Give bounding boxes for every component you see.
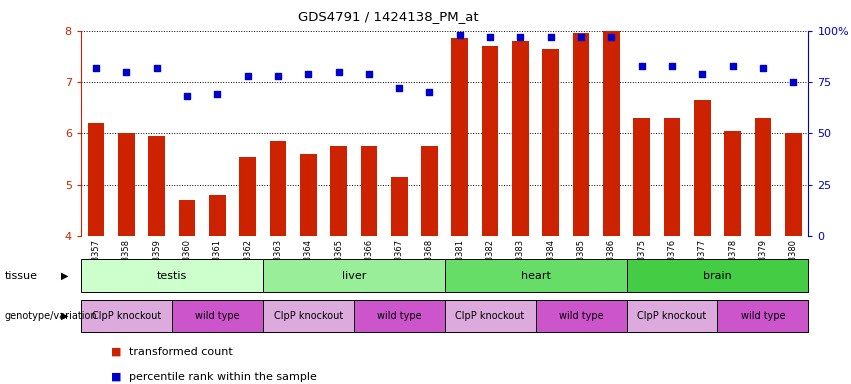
Text: ■: ■	[111, 347, 121, 357]
Point	[726, 63, 740, 69]
Text: transformed count: transformed count	[129, 347, 233, 357]
Point	[514, 34, 528, 40]
Text: ClpP knockout: ClpP knockout	[274, 311, 343, 321]
Bar	[452, 38, 468, 236]
Text: genotype/variation: genotype/variation	[4, 311, 97, 321]
Bar	[330, 146, 347, 236]
Point	[635, 63, 648, 69]
Point	[786, 79, 800, 85]
Bar	[179, 200, 195, 236]
Point	[332, 69, 346, 75]
Bar	[573, 33, 590, 236]
Text: percentile rank within the sample: percentile rank within the sample	[129, 372, 317, 382]
Bar	[354, 300, 444, 332]
Bar	[209, 195, 226, 236]
Bar	[361, 146, 377, 236]
Bar	[755, 118, 771, 236]
Bar	[300, 154, 317, 236]
Text: wild type: wild type	[377, 311, 421, 321]
Text: ▶: ▶	[61, 311, 69, 321]
Bar	[717, 300, 808, 332]
Bar	[239, 157, 256, 236]
Text: ■: ■	[111, 372, 121, 382]
Point	[665, 63, 679, 69]
Bar	[785, 134, 802, 236]
Point	[150, 65, 163, 71]
Point	[695, 71, 709, 77]
Bar	[535, 300, 626, 332]
Point	[423, 89, 437, 95]
Text: heart: heart	[521, 270, 551, 281]
Bar	[88, 123, 105, 236]
Bar	[542, 49, 559, 236]
Bar	[81, 259, 263, 292]
Bar	[603, 31, 620, 236]
Bar	[391, 177, 408, 236]
Text: wild type: wild type	[559, 311, 603, 321]
Point	[301, 71, 315, 77]
Point	[89, 65, 103, 71]
Text: wild type: wild type	[740, 311, 785, 321]
Bar	[444, 300, 535, 332]
Bar	[633, 118, 650, 236]
Text: ClpP knockout: ClpP knockout	[637, 311, 706, 321]
Point	[241, 73, 254, 79]
Bar	[270, 141, 286, 236]
Point	[604, 34, 618, 40]
Point	[574, 34, 588, 40]
Point	[180, 93, 194, 99]
Bar	[694, 100, 711, 236]
Bar	[172, 300, 263, 332]
Point	[271, 73, 285, 79]
Bar	[664, 118, 680, 236]
Text: liver: liver	[341, 270, 366, 281]
Text: tissue: tissue	[4, 270, 37, 281]
Bar	[421, 146, 437, 236]
Point	[210, 91, 224, 98]
Bar	[263, 259, 444, 292]
Point	[757, 65, 770, 71]
Bar	[263, 300, 354, 332]
Bar	[512, 41, 528, 236]
Text: ClpP knockout: ClpP knockout	[455, 311, 525, 321]
Text: wild type: wild type	[195, 311, 240, 321]
Text: brain: brain	[703, 270, 732, 281]
Bar	[626, 259, 808, 292]
Point	[544, 34, 557, 40]
Bar	[626, 300, 717, 332]
Text: ClpP knockout: ClpP knockout	[92, 311, 161, 321]
Bar	[81, 300, 172, 332]
Point	[483, 34, 497, 40]
Text: testis: testis	[157, 270, 187, 281]
Text: GDS4791 / 1424138_PM_at: GDS4791 / 1424138_PM_at	[298, 10, 478, 23]
Text: ▶: ▶	[61, 270, 69, 281]
Point	[362, 71, 375, 77]
Bar	[118, 134, 134, 236]
Point	[453, 32, 466, 38]
Bar	[724, 131, 741, 236]
Point	[392, 85, 406, 91]
Bar	[444, 259, 626, 292]
Bar	[148, 136, 165, 236]
Bar	[482, 46, 499, 236]
Point	[119, 69, 133, 75]
